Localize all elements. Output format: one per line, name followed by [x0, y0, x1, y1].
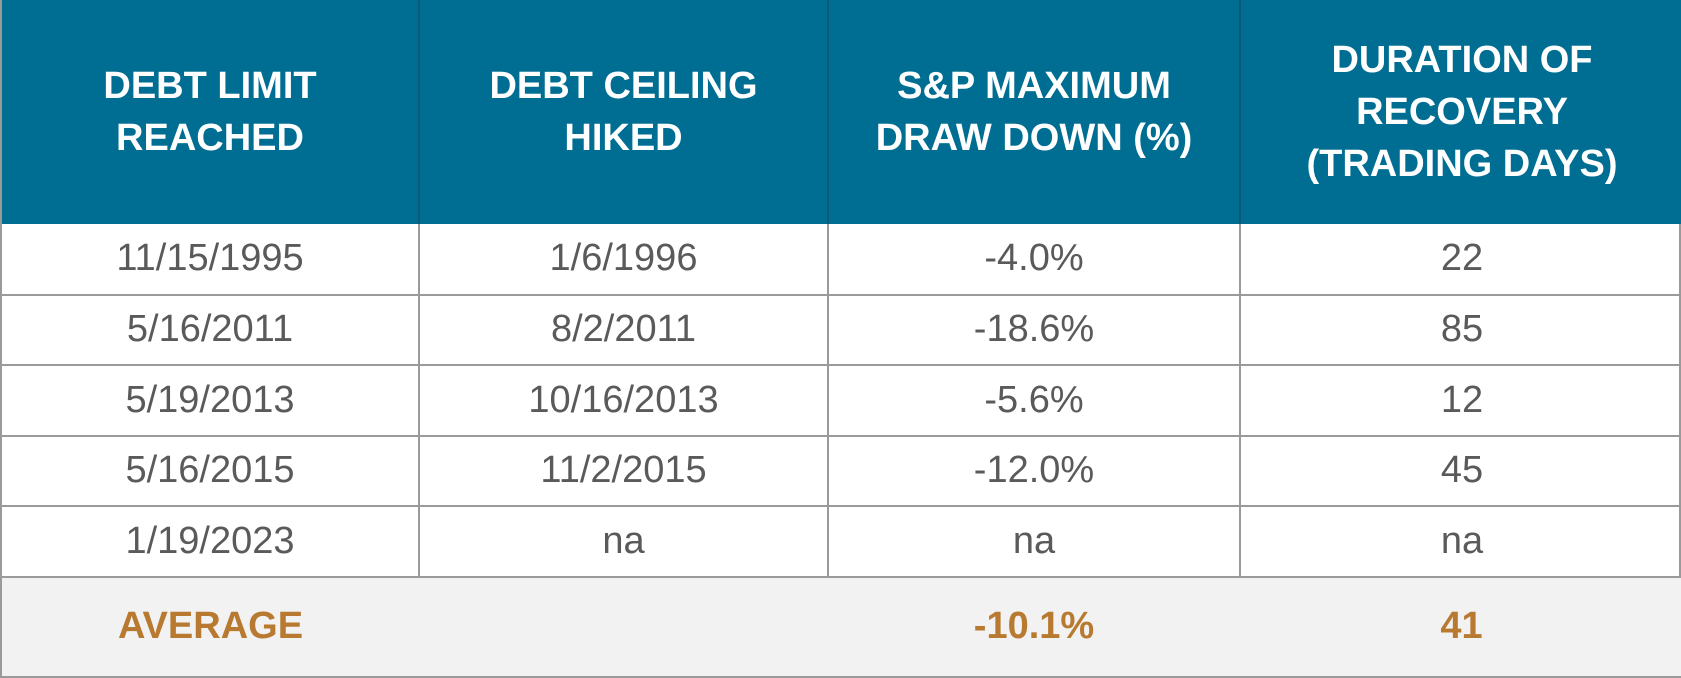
average-duration-of-recovery: 41 — [1240, 575, 1681, 676]
header-debt-ceiling-hiked: DEBT CEILING HIKED — [418, 0, 828, 224]
table-row: 1/19/2023 na na na — [2, 505, 1681, 577]
table-row: 11/15/1995 1/6/1996 -4.0% 22 — [2, 224, 1681, 295]
cell-debt-ceiling-hiked: 8/2/2011 — [418, 293, 828, 366]
cell-sp-max-drawdown: -18.6% — [827, 293, 1240, 366]
cell-sp-max-drawdown: -12.0% — [827, 434, 1240, 507]
cell-debt-ceiling-hiked: na — [418, 505, 828, 577]
cell-debt-limit-reached: 1/19/2023 — [2, 505, 419, 577]
table-row: 5/19/2013 10/16/2013 -5.6% 12 — [2, 364, 1681, 436]
header-sp-max-drawdown: S&P MAXIMUM DRAW DOWN (%) — [827, 0, 1240, 224]
cell-debt-ceiling-hiked: 10/16/2013 — [418, 364, 828, 436]
cell-debt-limit-reached: 5/16/2011 — [2, 293, 419, 366]
cell-sp-max-drawdown: -4.0% — [827, 224, 1240, 295]
header-debt-limit-reached: DEBT LIMIT REACHED — [2, 0, 419, 224]
header-row: DEBT LIMIT REACHED DEBT CEILING HIKED S&… — [2, 0, 1681, 224]
average-label: AVERAGE — [2, 575, 419, 676]
cell-duration-of-recovery: 12 — [1239, 364, 1681, 436]
cell-duration-of-recovery: 85 — [1239, 293, 1681, 366]
cell-debt-limit-reached: 5/16/2015 — [2, 434, 419, 507]
average-row: AVERAGE -10.1% 41 — [2, 575, 1681, 676]
average-sp-max-drawdown: -10.1% — [828, 575, 1240, 676]
cell-duration-of-recovery: 45 — [1239, 434, 1681, 507]
average-debt-ceiling-hiked — [419, 575, 828, 676]
table-header: DEBT LIMIT REACHED DEBT CEILING HIKED S&… — [2, 0, 1681, 224]
cell-duration-of-recovery: 22 — [1239, 224, 1681, 295]
table-row: 5/16/2015 11/2/2015 -12.0% 45 — [2, 434, 1681, 507]
cell-duration-of-recovery: na — [1239, 505, 1681, 577]
table-body: 11/15/1995 1/6/1996 -4.0% 22 5/16/2011 8… — [2, 224, 1681, 676]
cell-sp-max-drawdown: na — [827, 505, 1240, 577]
cell-debt-limit-reached: 11/15/1995 — [116, 237, 304, 280]
header-duration-of-recovery: DURATION OF RECOVERY (TRADING DAYS) — [1239, 0, 1681, 224]
cell-sp-max-drawdown: -5.6% — [827, 364, 1240, 436]
cell-debt-ceiling-hiked: 11/2/2015 — [418, 434, 828, 507]
cell-debt-ceiling-hiked: 1/6/1996 — [418, 224, 828, 295]
cell-debt-limit-reached: 5/19/2013 — [2, 364, 419, 436]
table-row: 5/16/2011 8/2/2011 -18.6% 85 — [2, 293, 1681, 366]
